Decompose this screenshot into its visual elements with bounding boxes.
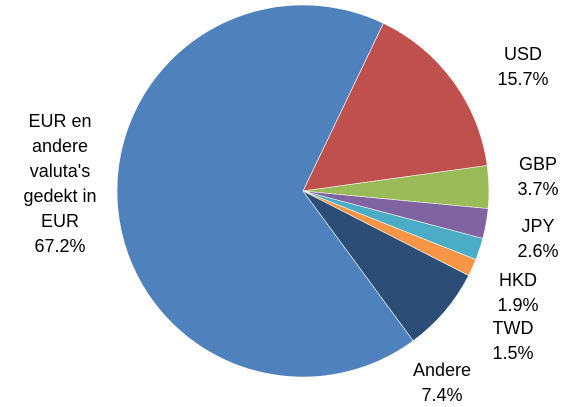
slice-name-label: TWD bbox=[493, 318, 534, 338]
pie-slice-usd bbox=[302, 22, 488, 192]
slice-name-label: gedekt in bbox=[23, 186, 96, 206]
slice-name-label: EUR bbox=[41, 211, 79, 231]
slice-value-label: 3.7% bbox=[517, 179, 558, 199]
slice-label-jpy: JPY 2.6% bbox=[517, 216, 558, 261]
slice-name-label: JPY bbox=[521, 216, 554, 236]
slice-label-twd: TWD 1.5% bbox=[492, 318, 533, 363]
slice-label-hkd: HKD 1.9% bbox=[497, 270, 538, 315]
slice-label-gbp: GBP 3.7% bbox=[517, 154, 558, 199]
slice-value-label: 67.2% bbox=[34, 236, 85, 256]
slice-value-label: 1.9% bbox=[497, 295, 538, 315]
slice-name-label: GBP bbox=[519, 154, 557, 174]
slice-name-label: valuta's bbox=[30, 161, 90, 181]
slice-name-label: Andere bbox=[413, 360, 471, 380]
slice-value-label: 15.7% bbox=[497, 69, 548, 89]
pie-slice-eur-en bbox=[116, 4, 414, 378]
slice-label-eur-en: EUR en andere valuta's gedekt in EUR 67.2% bbox=[23, 111, 96, 256]
slice-value-label: 2.6% bbox=[517, 241, 558, 261]
slice-label-usd: USD 15.7% bbox=[497, 44, 548, 89]
slice-name-label: USD bbox=[504, 44, 542, 64]
slice-value-label: 7.4% bbox=[421, 385, 462, 405]
slice-name-label: HKD bbox=[499, 270, 537, 290]
slice-name-label: andere bbox=[32, 136, 88, 156]
pie-slices bbox=[116, 4, 490, 378]
slice-value-label: 1.5% bbox=[492, 343, 533, 363]
pie-labels: USD 15.7% GBP 3.7% JPY 2.6% HKD 1.9% TWD 1.5% Ande… bbox=[23, 44, 558, 405]
slice-name-label: EUR en bbox=[28, 111, 91, 131]
slice-label-andere: Andere 7.4% bbox=[413, 360, 471, 405]
